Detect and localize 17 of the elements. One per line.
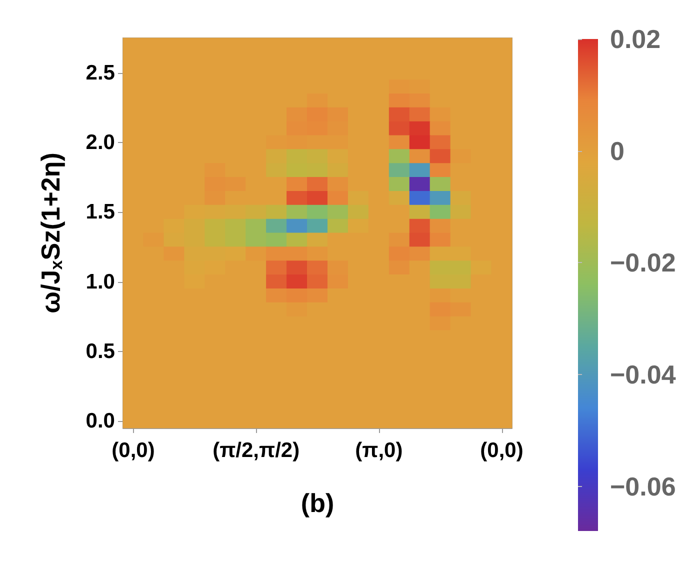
color-bar-label: −0.02 <box>610 248 676 278</box>
color-bar-label: 0.02 <box>610 24 661 54</box>
x-tick-label: (π,0) <box>355 439 403 462</box>
x-axis-title: (b) <box>300 488 334 518</box>
x-tick-label: (0,0) <box>112 439 155 462</box>
x-tick-label: (π/2,π/2) <box>212 439 300 462</box>
color-bar-label: −0.06 <box>610 471 676 502</box>
y-tick-label: 1.0 <box>86 270 115 294</box>
y-tick-label: 0.0 <box>86 410 115 433</box>
y-tick-label: 2.5 <box>86 61 116 84</box>
y-tick-label: 0.5 <box>86 340 116 363</box>
x-tick-label: (0,0) <box>480 439 524 462</box>
y-axis-title: ω/JxSz(1+2η) <box>36 152 66 314</box>
y-tick-label: 2.0 <box>86 130 115 154</box>
y-tick-label: 1.5 <box>86 200 116 224</box>
color-bar-label: 0 <box>610 136 624 166</box>
color-bar-label: −0.04 <box>610 359 676 390</box>
